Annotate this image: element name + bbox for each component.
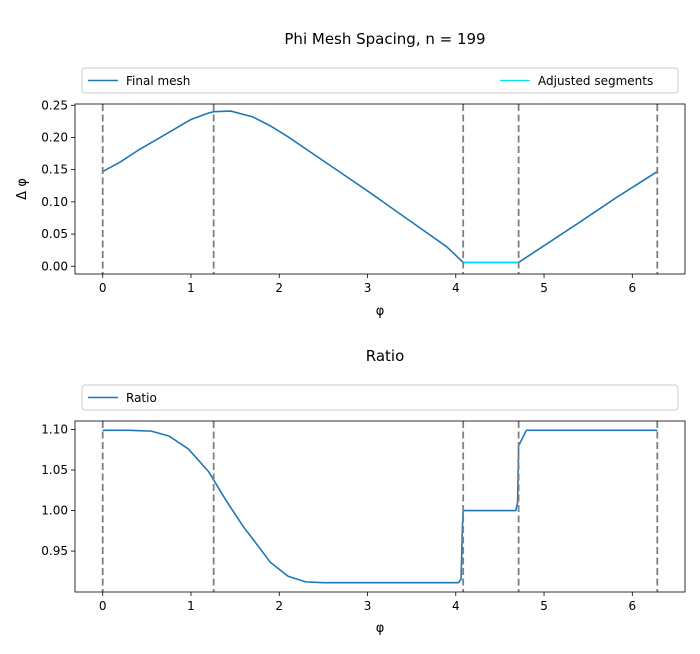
x-tick-label: 6 xyxy=(628,599,636,613)
ratio-chart: Ratio Ratio 0 1 2 3 4 5 6 0.95 1.00 1.05 1.10 φ xyxy=(41,347,686,636)
x-tick-label: 4 xyxy=(452,599,460,613)
x-tick-label: 2 xyxy=(275,281,283,295)
x-axis-label: φ xyxy=(376,621,385,636)
x-tick-label: 0 xyxy=(99,599,107,613)
legend-box xyxy=(81,384,679,411)
x-tick-label: 4 xyxy=(452,281,460,295)
x-tick-label: 6 xyxy=(628,281,636,295)
y-tick-label: 0.10 xyxy=(41,195,68,209)
x-tick-label: 1 xyxy=(187,281,195,295)
y-tick-label: 0.25 xyxy=(41,98,68,112)
mesh-spacing-chart: Phi Mesh Spacing, n = 199 Final mesh Adjus… xyxy=(15,30,686,319)
y-tick-label: 1.00 xyxy=(41,504,68,518)
y-tick-label: 0.05 xyxy=(41,227,68,241)
y-tick-label: 0.00 xyxy=(41,259,68,273)
y-axis-label: Δ φ xyxy=(15,178,30,200)
x-axis-label: φ xyxy=(376,304,385,319)
chart-title: Ratio xyxy=(366,347,405,365)
plot-area xyxy=(101,104,659,274)
axes-frame xyxy=(74,103,686,275)
y-tick-label: 1.05 xyxy=(41,463,68,477)
x-tick-label: 3 xyxy=(364,281,372,295)
y-tick-label: 1.10 xyxy=(41,423,68,437)
axes-frame xyxy=(74,420,686,593)
y-tick-label: 0.95 xyxy=(41,544,68,558)
x-tick-label: 5 xyxy=(540,281,548,295)
y-tick-label: 0.20 xyxy=(41,130,68,144)
legend-label: Adjusted segments xyxy=(538,74,653,88)
series-line-primary xyxy=(102,110,658,264)
x-tick-label: 5 xyxy=(540,599,548,613)
legend-label: Ratio xyxy=(126,391,157,405)
x-tick-label: 2 xyxy=(275,599,283,613)
y-tick-label: 0.15 xyxy=(41,163,68,177)
chart-title: Phi Mesh Spacing, n = 199 xyxy=(284,30,485,48)
legend-label: Final mesh xyxy=(126,74,190,88)
plot-area xyxy=(101,421,659,592)
x-tick-label: 0 xyxy=(99,281,107,295)
legend-box xyxy=(81,67,679,94)
x-tick-label: 1 xyxy=(187,599,195,613)
x-tick-label: 3 xyxy=(364,599,372,613)
